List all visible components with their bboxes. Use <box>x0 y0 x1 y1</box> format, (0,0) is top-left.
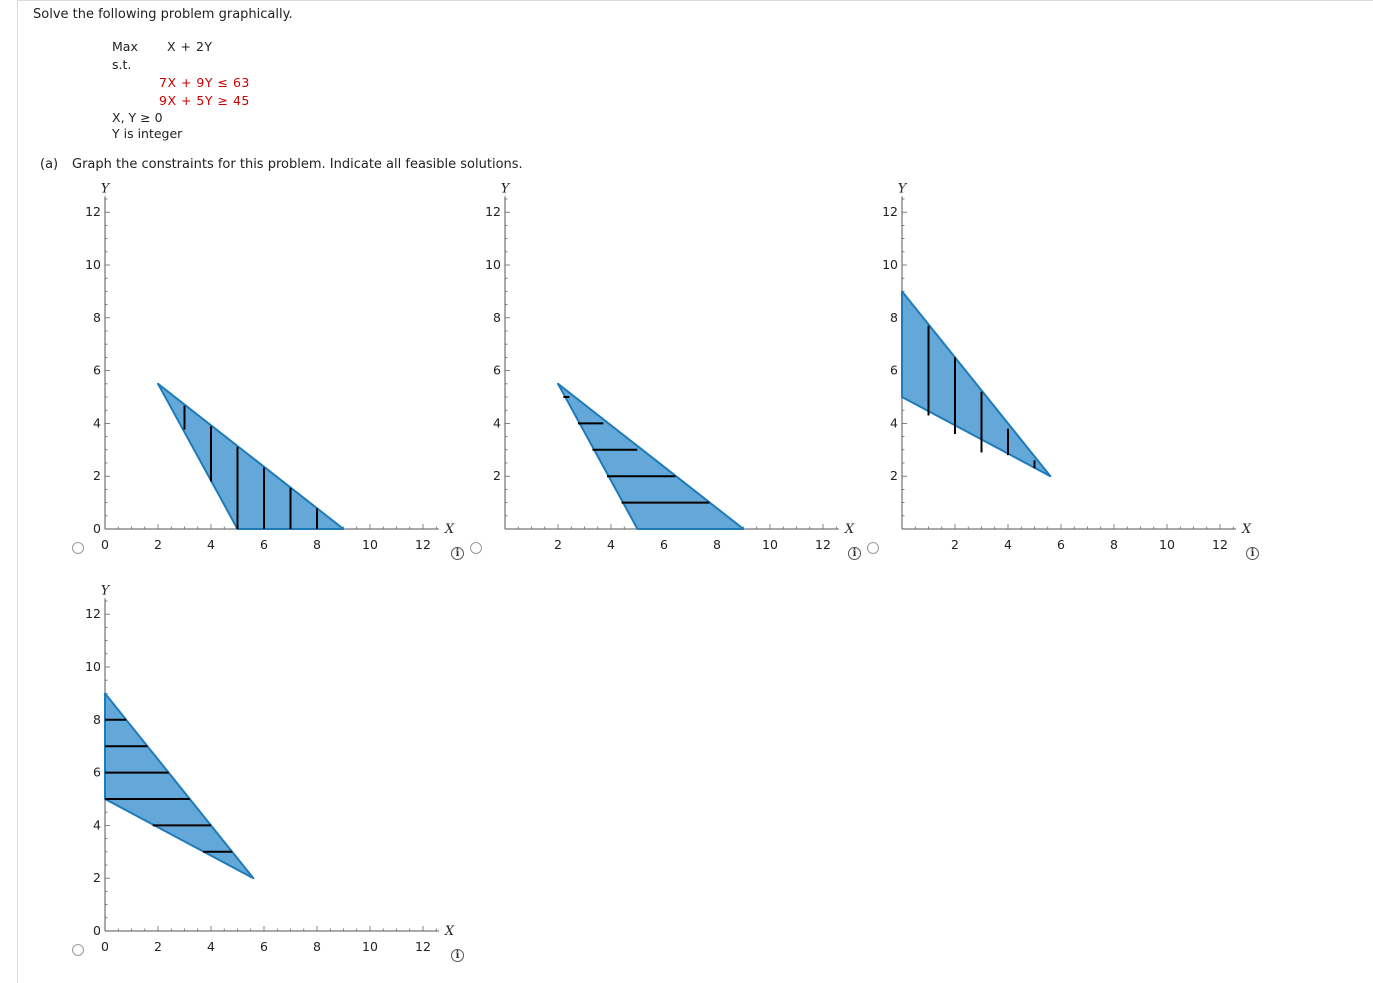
x-tick-label: 10 <box>362 537 378 552</box>
option-1-radio[interactable] <box>72 542 84 554</box>
y-tick-label: 6 <box>93 363 101 378</box>
nonnegativity-constraint: X, Y ≥ 0 <box>112 110 163 125</box>
y-tick-label: 8 <box>890 310 898 325</box>
x-tick-label: 6 <box>260 537 268 552</box>
y-tick-label: 4 <box>93 415 101 430</box>
x-tick-label: 10 <box>362 939 378 954</box>
y-axis-label: Y <box>101 181 111 196</box>
x-tick-label: 4 <box>207 537 215 552</box>
y-tick-label: 8 <box>93 712 101 727</box>
x-tick-label: 12 <box>815 537 831 552</box>
x-tick-label: 0 <box>101 537 109 552</box>
objective-label: Max <box>112 39 138 54</box>
x-tick-label: 2 <box>554 537 562 552</box>
x-tick-label: 12 <box>415 537 431 552</box>
y-axis-label: Y <box>501 181 511 196</box>
x-tick-label: 8 <box>313 939 321 954</box>
y-tick-label: 2 <box>890 468 898 483</box>
y-tick-label: 4 <box>493 415 501 430</box>
x-tick-label: 6 <box>1057 537 1065 552</box>
y-tick-label: 0 <box>93 923 101 938</box>
y-axis-label: Y <box>101 583 111 598</box>
x-tick-label: 8 <box>713 537 721 552</box>
y-tick-label: 4 <box>93 817 101 832</box>
x-tick-label: 4 <box>207 939 215 954</box>
x-tick-label: 4 <box>1004 537 1012 552</box>
y-tick-label: 10 <box>485 257 501 272</box>
y-tick-label: 10 <box>85 257 101 272</box>
content-frame-top <box>17 0 1373 1</box>
x-tick-label: 0 <box>101 939 109 954</box>
objective-expression: X + 2Y <box>167 39 213 54</box>
x-axis-label: X <box>444 522 455 537</box>
y-tick-label: 6 <box>890 363 898 378</box>
y-tick-label: 6 <box>93 765 101 780</box>
y-tick-label: 12 <box>85 204 101 219</box>
option-2-radio[interactable] <box>470 542 482 554</box>
part-a-label: (a) <box>40 157 59 172</box>
y-tick-label: 8 <box>493 310 501 325</box>
x-tick-label: 12 <box>1212 537 1228 552</box>
option-3-info-icon[interactable]: i <box>1246 547 1259 560</box>
y-tick-label: 4 <box>890 415 898 430</box>
x-tick-label: 6 <box>660 537 668 552</box>
option-3-graph: 2 4 6 8 10 12 2 4 6 8 10 12 X Y <box>882 181 1252 552</box>
option-4-info-icon[interactable]: i <box>451 949 464 962</box>
x-tick-label: 2 <box>154 537 162 552</box>
integer-note: Y is integer <box>112 126 183 141</box>
option-2-graph: 2 4 6 8 10 12 2 4 6 8 10 12 X Y <box>485 181 855 552</box>
x-tick-label: 10 <box>1159 537 1175 552</box>
x-tick-label: 4 <box>607 537 615 552</box>
x-tick-label: 12 <box>415 939 431 954</box>
y-tick-label: 2 <box>93 870 101 885</box>
option-4-radio[interactable] <box>72 944 84 956</box>
x-axis-label: X <box>1241 522 1252 537</box>
option-2-info-icon[interactable]: i <box>848 547 861 560</box>
y-tick-label: 12 <box>485 204 501 219</box>
x-tick-label: 10 <box>762 537 778 552</box>
constraint-2: 9X + 5Y ≥ 45 <box>159 93 250 108</box>
content-frame-left <box>17 0 18 983</box>
y-tick-label: 0 <box>93 521 101 536</box>
y-tick-label: 6 <box>493 363 501 378</box>
feasible-region <box>157 382 345 530</box>
x-tick-label: 2 <box>951 537 959 552</box>
problem-prompt: Solve the following problem graphically. <box>33 7 293 22</box>
part-a-instruction: Graph the constraints for this problem. … <box>72 157 523 172</box>
x-tick-label: 8 <box>313 537 321 552</box>
y-tick-label: 12 <box>882 204 898 219</box>
feasible-region <box>901 290 1052 478</box>
constraint-1: 7X + 9Y ≤ 63 <box>159 75 250 90</box>
y-tick-label: 12 <box>85 606 101 621</box>
feasible-region <box>557 382 745 530</box>
option-3-radio[interactable] <box>867 542 879 554</box>
option-1-graph: 0 2 4 6 8 10 12 0 2 4 6 8 10 12 X Y <box>85 181 455 552</box>
x-axis-label: X <box>844 522 855 537</box>
x-axis-label: X <box>444 924 455 939</box>
option-1-info-icon[interactable]: i <box>451 547 464 560</box>
y-tick-label: 2 <box>493 468 501 483</box>
x-tick-label: 2 <box>154 939 162 954</box>
y-tick-label: 2 <box>93 468 101 483</box>
y-tick-label: 10 <box>882 257 898 272</box>
subject-to-label: s.t. <box>112 57 132 72</box>
y-axis-label: Y <box>898 181 908 196</box>
option-4-graph: 0 2 4 6 8 10 12 0 2 4 6 8 10 12 X Y <box>85 583 455 954</box>
x-tick-label: 6 <box>260 939 268 954</box>
feasible-region <box>104 692 255 880</box>
y-tick-label: 10 <box>85 659 101 674</box>
x-tick-label: 8 <box>1110 537 1118 552</box>
y-tick-label: 8 <box>93 310 101 325</box>
